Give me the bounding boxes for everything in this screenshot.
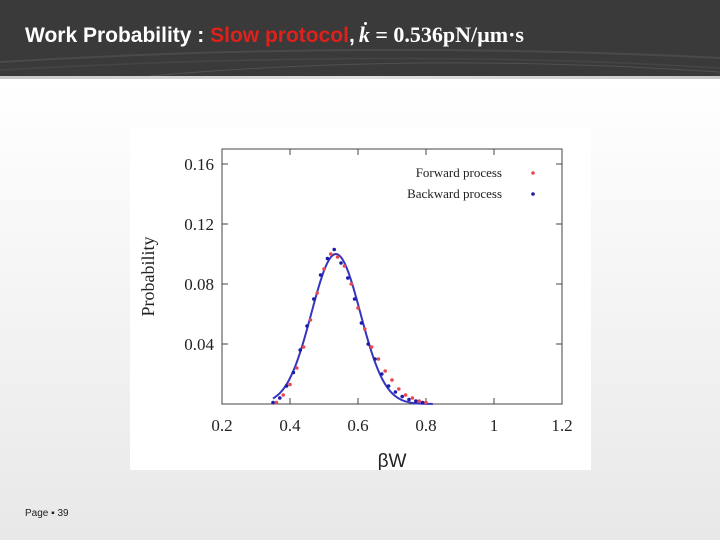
slide-header: Work Probability : Slow protocol, k = 0.5… bbox=[0, 0, 720, 76]
legend-marker bbox=[531, 192, 535, 196]
legend-label: Forward process bbox=[416, 165, 502, 180]
backward-point bbox=[400, 394, 405, 399]
forward-point bbox=[356, 306, 360, 310]
backward-point bbox=[407, 397, 411, 402]
slide-title: Work Probability : Slow protocol, k = 0.5… bbox=[25, 20, 524, 50]
x-tick-label: 1 bbox=[490, 416, 499, 435]
backward-point bbox=[386, 384, 391, 388]
legend-marker bbox=[531, 171, 535, 175]
backward-point bbox=[312, 297, 316, 301]
chart-panel: 0.2 0.4 0.6 0.8 1 1.2 0.04 0.08 0.12 0.16 βW Probab… bbox=[130, 127, 591, 472]
fit-curve bbox=[272, 252, 433, 405]
x-tick-label: 0.8 bbox=[415, 416, 436, 435]
forward-point bbox=[349, 282, 353, 286]
work-probability-chart: 0.2 0.4 0.6 0.8 1 1.2 0.04 0.08 0.12 0.16 βW Probab… bbox=[138, 148, 573, 472]
x-axis-label: βW bbox=[378, 451, 407, 470]
backward-point bbox=[373, 357, 377, 361]
forward-point bbox=[390, 378, 394, 382]
forward-point bbox=[335, 255, 340, 259]
forward-point bbox=[281, 393, 285, 397]
forward-point bbox=[342, 264, 347, 268]
header-swoosh-decoration bbox=[0, 48, 720, 76]
y-axis-label: Probability bbox=[138, 237, 158, 317]
backward-point bbox=[271, 400, 275, 405]
backward-point bbox=[284, 384, 289, 388]
forward-point bbox=[417, 399, 422, 403]
x-tick-label: 1.2 bbox=[551, 416, 572, 435]
forward-point bbox=[383, 369, 387, 373]
y-tick-label: 0.04 bbox=[184, 335, 214, 354]
backward-point bbox=[332, 247, 336, 252]
forward-point bbox=[322, 267, 326, 271]
y-tick-label: 0.16 bbox=[184, 155, 214, 174]
forward-point bbox=[274, 400, 279, 405]
backward-point bbox=[420, 400, 425, 405]
forward-point bbox=[295, 366, 299, 370]
formula-variable: k bbox=[359, 20, 370, 50]
legend-label: Backward process bbox=[407, 186, 502, 201]
backward-point bbox=[346, 276, 350, 280]
backward-point bbox=[298, 348, 302, 352]
backward-point bbox=[414, 399, 418, 403]
backward-point bbox=[366, 342, 370, 346]
backward-point bbox=[325, 256, 330, 261]
backward-point bbox=[380, 372, 384, 376]
forward-point bbox=[315, 291, 319, 295]
forward-point bbox=[424, 400, 428, 405]
backward-point bbox=[393, 390, 398, 394]
formula-value: = 0.536pN/µm·s bbox=[369, 22, 524, 47]
backward-point bbox=[318, 273, 323, 277]
forward-point bbox=[369, 345, 374, 349]
x-tick-label: 0.2 bbox=[211, 416, 232, 435]
forward-point bbox=[288, 382, 292, 387]
backward-point bbox=[278, 396, 282, 400]
y-tick-label: 0.08 bbox=[184, 275, 214, 294]
backward-point bbox=[339, 261, 343, 265]
forward-point bbox=[308, 318, 313, 322]
forward-point bbox=[410, 396, 415, 400]
page-number: Page ▪ 39 bbox=[25, 508, 69, 519]
title-accent: Slow protocol bbox=[210, 24, 349, 47]
forward-point bbox=[363, 327, 367, 331]
y-tick-label: 0.12 bbox=[184, 215, 214, 234]
forward-point bbox=[376, 357, 381, 361]
title-main: Work Probability : bbox=[25, 24, 211, 47]
plot-frame bbox=[221, 148, 563, 405]
header-stripe bbox=[0, 76, 720, 79]
title-separator: , bbox=[348, 24, 355, 47]
x-tick-label: 0.6 bbox=[347, 416, 368, 435]
backward-point bbox=[359, 321, 364, 325]
forward-point bbox=[301, 345, 306, 349]
title-formula: k = 0.536pN/µm·s bbox=[359, 22, 524, 47]
forward-point bbox=[403, 393, 408, 397]
backward-point bbox=[291, 370, 296, 375]
x-tick-label: 0.4 bbox=[279, 416, 301, 435]
backward-point bbox=[352, 297, 357, 301]
backward-point bbox=[305, 324, 309, 328]
forward-point bbox=[397, 387, 401, 391]
forward-point bbox=[329, 252, 333, 256]
